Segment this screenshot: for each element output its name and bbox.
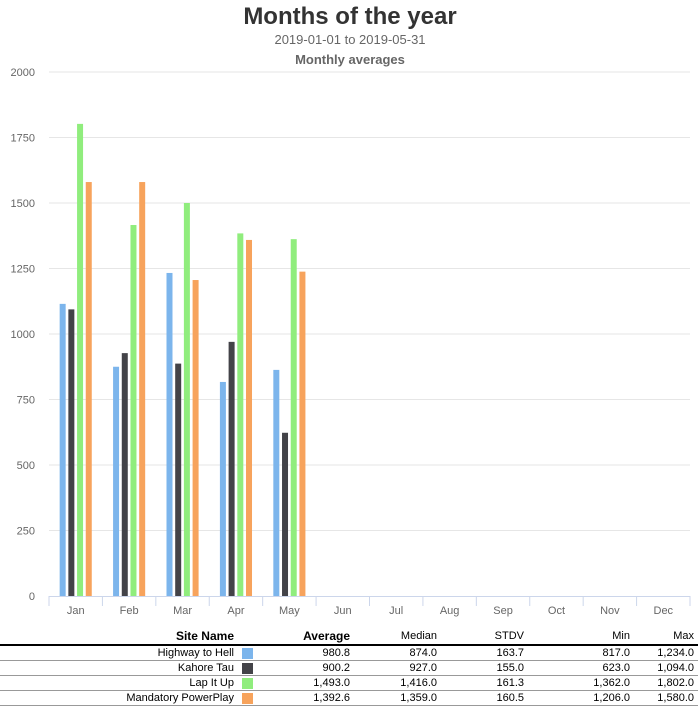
x-tick-label: Jul: [389, 605, 403, 617]
stats-table: Site Name Average Median STDV Min Max Hi…: [0, 628, 698, 706]
bar: [68, 309, 75, 596]
row-min: 1,206.0: [528, 690, 634, 706]
table-row: Highway to Hell 980.8 874.0 163.7 817.0 …: [0, 645, 698, 661]
x-tick-label: Mar: [173, 605, 192, 617]
stats-header-row: Site Name Average Median STDV Min Max: [0, 628, 698, 645]
row-average: 900.2: [262, 660, 354, 676]
header-max: Max: [673, 630, 694, 642]
x-tick-label: Apr: [227, 605, 244, 617]
row-site-name: Mandatory PowerPlay: [0, 690, 238, 706]
row-average: 980.8: [262, 645, 354, 661]
bar: [246, 239, 253, 596]
row-median: 927.0: [354, 660, 441, 676]
row-swatch: [238, 660, 262, 676]
x-tick-label: Jan: [67, 605, 85, 617]
series-color-swatch: [242, 677, 253, 689]
bar: [175, 363, 182, 596]
row-average: 1,493.0: [262, 675, 354, 691]
row-min: 817.0: [528, 645, 634, 661]
x-tick-label: Sep: [493, 605, 513, 617]
x-tick-label: Jun: [334, 605, 352, 617]
row-stdv: 163.7: [441, 645, 528, 661]
bar: [192, 280, 199, 596]
chart-svg: 0 250 500 750 1000 1250 1500 1750 2000 Jan Feb Mar A…: [11, 67, 691, 617]
row-swatch: [238, 645, 262, 661]
table-row: Lap It Up 1,493.0 1,416.0 161.3 1,362.0 …: [0, 675, 698, 691]
table-row: Mandatory PowerPlay 1,392.6 1,359.0 160.…: [0, 690, 698, 706]
series-color-swatch: [242, 662, 253, 674]
bar: [219, 381, 226, 596]
chart-subtitle: 2019-01-01 to 2019-05-31: [274, 32, 426, 47]
bar: [282, 432, 289, 596]
header-average: Average: [303, 629, 350, 643]
bar: [166, 272, 173, 596]
x-tick-label: Oct: [548, 605, 565, 617]
bar: [290, 239, 297, 596]
bar: [237, 233, 244, 596]
row-site-name: Highway to Hell: [0, 645, 238, 661]
bar: [113, 366, 120, 596]
row-swatch: [238, 690, 262, 706]
row-median: 1,359.0: [354, 690, 441, 706]
x-tick-label: May: [279, 605, 300, 617]
chart-subtitle-2: Monthly averages: [295, 52, 405, 67]
x-tick-label: Nov: [600, 605, 620, 617]
bar: [59, 303, 66, 596]
series-color-swatch: [242, 647, 253, 659]
bar: [228, 341, 235, 596]
y-tick-label: 2000: [11, 67, 35, 79]
row-max: 1,580.0: [634, 690, 698, 706]
y-tick-label: 500: [17, 460, 35, 472]
y-tick-label: 1500: [11, 198, 35, 210]
header-swatch: [238, 628, 262, 645]
bar: [77, 123, 84, 596]
bar: [139, 182, 146, 597]
y-tick-label: 750: [17, 395, 35, 407]
y-tick-label: 1750: [11, 133, 35, 145]
row-stdv: 155.0: [441, 660, 528, 676]
row-stdv: 160.5: [441, 690, 528, 706]
row-max: 1,802.0: [634, 675, 698, 691]
row-max: 1,094.0: [634, 660, 698, 676]
bar: [183, 203, 190, 596]
row-median: 874.0: [354, 645, 441, 661]
row-stdv: 161.3: [441, 675, 528, 691]
row-min: 623.0: [528, 660, 634, 676]
table-row: Kahore Tau 900.2 927.0 155.0 623.0 1,094…: [0, 660, 698, 676]
bar: [121, 353, 128, 596]
x-tick-label: Feb: [120, 605, 139, 617]
x-tick-label: Dec: [654, 605, 674, 617]
row-min: 1,362.0: [528, 675, 634, 691]
bar: [299, 271, 306, 596]
row-swatch: [238, 675, 262, 691]
header-site-name: Site Name: [175, 629, 234, 643]
row-max: 1,234.0: [634, 645, 698, 661]
bar: [273, 369, 280, 596]
y-tick-label: 250: [17, 526, 35, 538]
y-tick-label: 1250: [11, 264, 35, 276]
row-site-name: Kahore Tau: [0, 660, 238, 676]
header-stdv: STDV: [494, 630, 524, 642]
row-average: 1,392.6: [262, 690, 354, 706]
bar: [130, 225, 137, 596]
y-tick-label: 1000: [11, 329, 35, 341]
x-tick-label: Aug: [440, 605, 460, 617]
row-median: 1,416.0: [354, 675, 441, 691]
header-median: Median: [400, 630, 437, 642]
row-site-name: Lap It Up: [0, 675, 238, 691]
bar: [85, 182, 92, 597]
header-min: Min: [612, 630, 630, 642]
series-color-swatch: [242, 692, 253, 704]
chart-title: Months of the year: [243, 3, 457, 30]
y-tick-label: 0: [29, 591, 35, 603]
